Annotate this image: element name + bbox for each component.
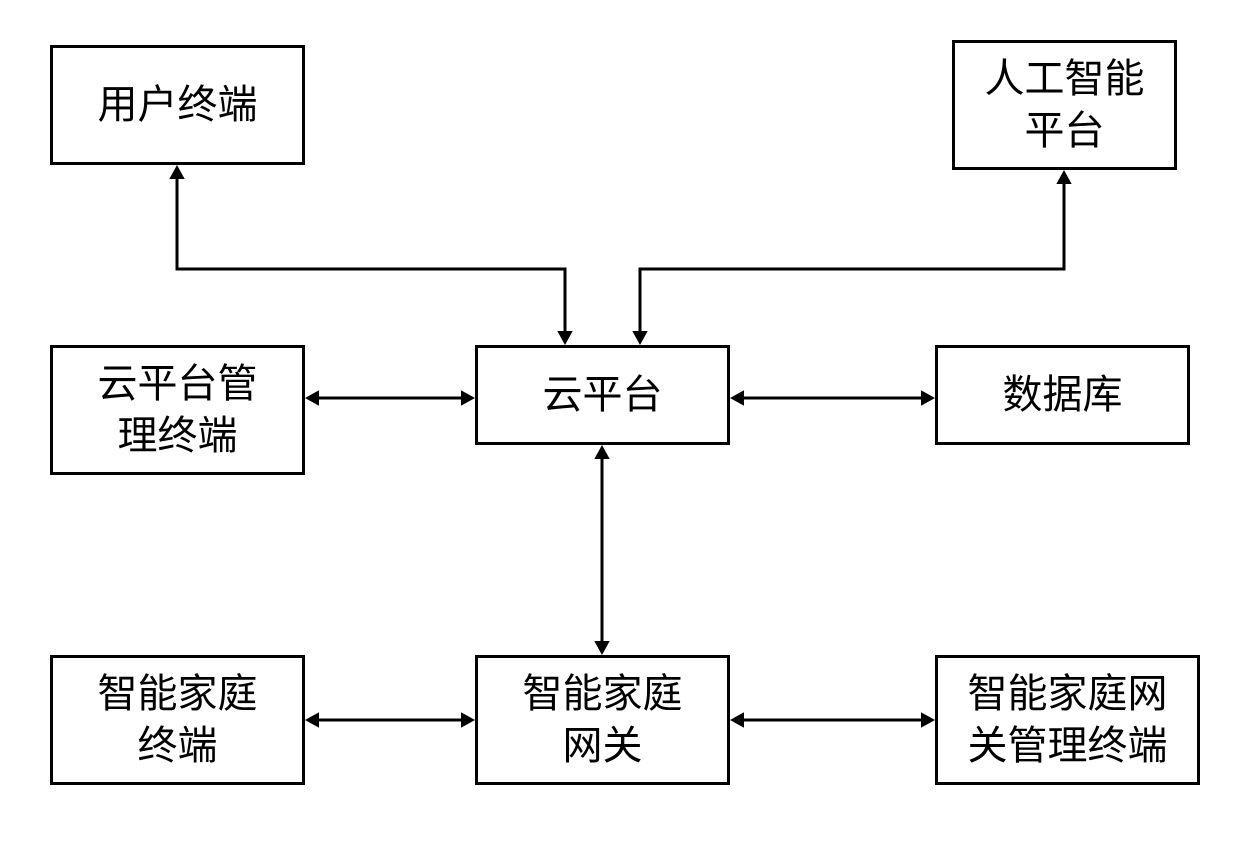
node-ai-platform: 人工智能 平台 [952,40,1177,170]
edge-user-terminal-cloud-platform [177,178,565,333]
arrowhead [305,712,319,727]
node-label-smart-home-terminal: 智能家庭 终端 [98,668,258,772]
node-label-ai-platform: 人工智能 平台 [985,53,1145,157]
node-smart-home-terminal: 智能家庭 终端 [50,655,305,785]
arrowhead [1056,170,1071,184]
edge-ai-platform-cloud-platform [640,183,1064,333]
arrowhead [594,641,609,655]
arrowhead [305,390,319,405]
node-smart-home-gw-mgmt: 智能家庭网 关管理终端 [935,655,1200,785]
node-smart-home-gateway: 智能家庭 网关 [475,655,730,785]
arrowhead [557,331,572,345]
node-user-terminal: 用户终端 [50,45,305,165]
node-cloud-mgmt-terminal: 云平台管 理终端 [50,345,305,475]
node-label-user-terminal: 用户终端 [98,79,258,131]
arrowhead [921,712,935,727]
node-database: 数据库 [935,345,1190,445]
arrowhead [169,165,184,179]
arrowhead [632,331,647,345]
arrowhead [730,390,744,405]
node-label-smart-home-gw-mgmt: 智能家庭网 关管理终端 [968,668,1168,772]
arrowhead [921,390,935,405]
arrowhead [461,390,475,405]
node-label-smart-home-gateway: 智能家庭 网关 [523,668,683,772]
node-label-cloud-platform: 云平台 [543,369,663,421]
arrowhead [461,712,475,727]
node-label-database: 数据库 [1003,369,1123,421]
node-cloud-platform: 云平台 [475,345,730,445]
arrowhead [730,712,744,727]
arrowhead [594,445,609,459]
node-label-cloud-mgmt-terminal: 云平台管 理终端 [98,358,258,462]
